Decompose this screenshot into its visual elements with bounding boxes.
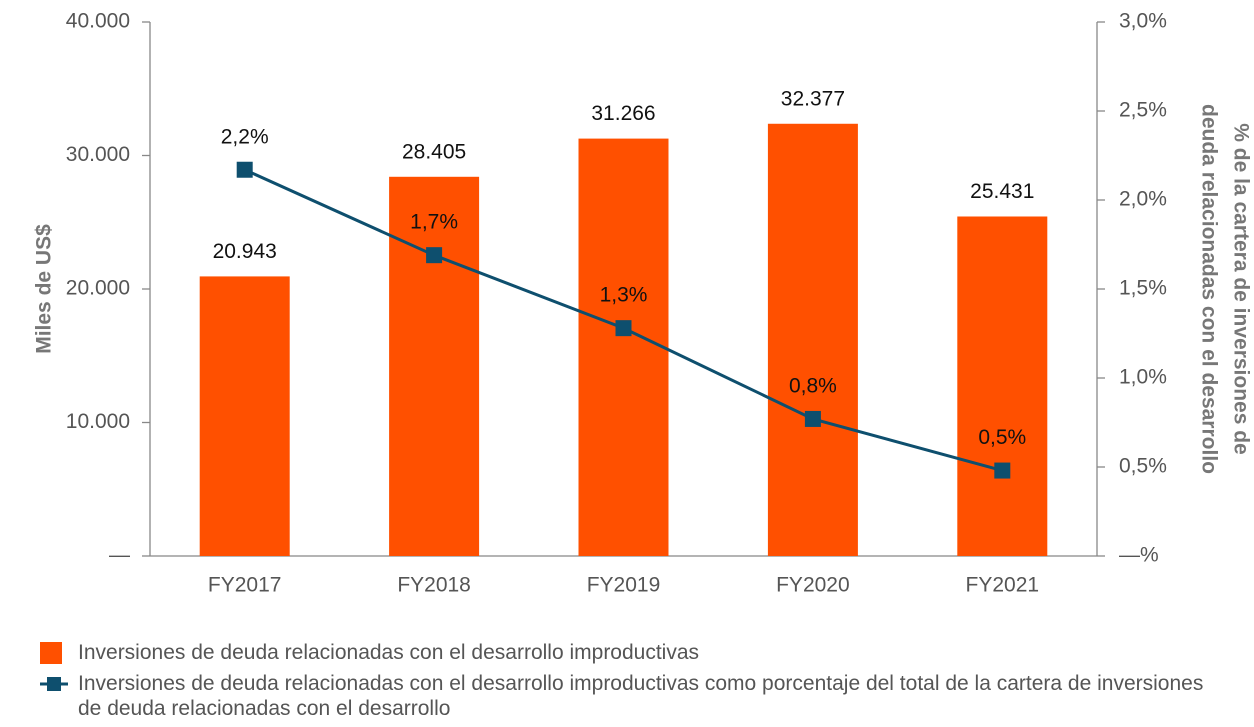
- legend-label: Inversiones de deuda relacionadas con el…: [78, 641, 700, 664]
- bar-value-label: 28.405: [402, 140, 466, 163]
- legend-swatch: [40, 677, 68, 691]
- y2-tick-label: 1,0%: [1119, 366, 1167, 389]
- y-tick-label: —: [109, 544, 130, 567]
- line-value-label: 1,7%: [410, 211, 458, 234]
- legend: Inversiones de deuda relacionadas con el…: [40, 640, 1230, 727]
- y2-tick-label: 2,0%: [1119, 188, 1167, 211]
- legend-entry: Inversiones de deuda relacionadas con el…: [40, 640, 1230, 665]
- bar: [957, 216, 1048, 556]
- y-tick-label: 20.000: [66, 277, 130, 300]
- line-marker: [615, 320, 632, 337]
- line-marker: [994, 462, 1011, 479]
- bar-value-label: 25.431: [970, 180, 1034, 203]
- legend-swatch: [40, 642, 62, 664]
- line-marker: [236, 161, 253, 178]
- line-value-label: 1,3%: [600, 284, 648, 307]
- bar-value-label: 31.266: [591, 102, 655, 125]
- y2-axis-title: deuda relacionadas con el desarrollo: [1197, 104, 1220, 474]
- y2-tick-label: 3,0%: [1119, 10, 1167, 33]
- x-tick-label: FY2021: [966, 574, 1040, 597]
- line-marker: [426, 247, 443, 264]
- y2-tick-label: 2,5%: [1119, 99, 1167, 122]
- bar-value-label: 20.943: [213, 240, 277, 263]
- y-axis-title: Miles de US$: [33, 224, 56, 354]
- line-marker: [804, 410, 821, 427]
- y2-tick-label: 0,5%: [1119, 455, 1167, 478]
- y-tick-label: 10.000: [66, 410, 130, 433]
- y-tick-label: 30.000: [66, 143, 130, 166]
- bar: [767, 123, 858, 556]
- x-tick-label: FY2020: [776, 574, 850, 597]
- bar: [199, 276, 290, 556]
- x-tick-label: FY2017: [208, 574, 282, 597]
- y2-tick-label: 1,5%: [1119, 277, 1167, 300]
- bar: [389, 176, 480, 556]
- line-value-label: 0,8%: [789, 374, 837, 397]
- legend-swatch: [40, 642, 62, 664]
- line-value-label: 0,5%: [978, 426, 1026, 449]
- chart: Miles de US$ % de la cartera de inversio…: [33, 10, 1253, 597]
- legend-marker: [47, 677, 61, 691]
- y2-tick-label: —%: [1119, 544, 1159, 567]
- bar-value-label: 32.377: [781, 87, 845, 110]
- y2-axis-title: % de la cartera de inversiones de: [1229, 123, 1252, 455]
- bar: [578, 138, 669, 556]
- x-tick-label: FY2019: [587, 574, 661, 597]
- x-tick-label: FY2018: [397, 574, 471, 597]
- line-value-label: 2,2%: [221, 125, 269, 148]
- legend-label: Inversiones de deuda relacionadas con el…: [78, 672, 1204, 720]
- legend-entry: Inversiones de deuda relacionadas con el…: [40, 671, 1230, 721]
- y-tick-label: 40.000: [66, 10, 130, 33]
